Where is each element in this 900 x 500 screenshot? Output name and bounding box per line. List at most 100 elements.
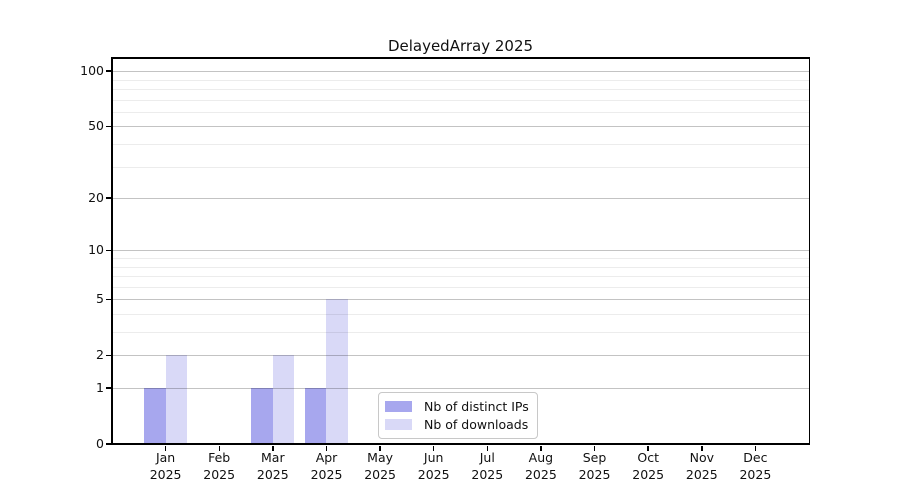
major-gridline xyxy=(112,250,809,252)
year-label: 2025 xyxy=(310,466,343,482)
major-gridline xyxy=(112,198,809,200)
x-tick-mark xyxy=(593,446,596,451)
y-tick-mark xyxy=(106,197,111,199)
y-tick-mark xyxy=(106,298,111,300)
y-axis-line xyxy=(111,57,113,445)
x-tick-mark xyxy=(432,446,435,451)
y-tick-label: 0 xyxy=(96,436,104,451)
month-label: Jul xyxy=(479,450,495,465)
legend-label: Nb of downloads xyxy=(424,417,529,433)
y-tick-mark xyxy=(106,443,111,445)
x-tick-mark xyxy=(272,446,274,451)
minor-gridline xyxy=(112,79,809,81)
month-label: Apr xyxy=(315,450,338,465)
gridlines-layer xyxy=(112,58,809,444)
year-label: 2025 xyxy=(364,466,396,482)
x-tick-label: Feb 2025 xyxy=(191,450,247,483)
x-axis-line xyxy=(111,443,810,445)
year-label: 2025 xyxy=(256,466,289,482)
y-tick-mark xyxy=(106,125,111,128)
x-tick-mark xyxy=(540,446,542,451)
bar-downloads xyxy=(272,355,295,444)
x-tick-label: Aug 2025 xyxy=(513,450,569,483)
y-tick-label: 50 xyxy=(88,118,104,134)
y-tick-mark xyxy=(106,70,111,72)
month-label: Mar xyxy=(261,450,285,465)
month-label: Feb xyxy=(208,450,231,465)
year-label: 2025 xyxy=(417,466,450,482)
x-tick-label: Oct 2025 xyxy=(620,450,676,483)
minor-gridline xyxy=(112,286,809,288)
minor-gridline xyxy=(112,89,809,90)
bars-layer xyxy=(112,58,809,444)
major-gridline xyxy=(112,355,809,357)
x-tick-mark xyxy=(701,446,703,451)
x-tick-mark xyxy=(379,446,381,451)
x-tick-label: Apr 2025 xyxy=(299,450,355,483)
x-tick-mark xyxy=(754,446,757,451)
year-label: 2025 xyxy=(578,466,611,482)
y-tick-label: 5 xyxy=(96,291,104,307)
minor-gridline xyxy=(112,144,809,145)
year-label: 2025 xyxy=(685,466,718,482)
minor-gridline xyxy=(112,276,809,277)
month-label: Jun xyxy=(423,450,444,465)
x-tick-label: Jun 2025 xyxy=(406,450,462,483)
year-label: 2025 xyxy=(203,466,236,482)
right-spine xyxy=(808,57,810,445)
x-tick-label: Sep 2025 xyxy=(567,450,623,483)
chart-title: DelayedArray 2025 xyxy=(387,37,534,55)
y-tick-label: 2 xyxy=(96,347,104,363)
month-label: Sep xyxy=(582,450,607,465)
major-gridline xyxy=(112,71,809,73)
legend-swatch xyxy=(385,419,412,431)
y-tick-label: 100 xyxy=(80,63,104,79)
bar-distinct-ips xyxy=(251,388,273,444)
year-label: 2025 xyxy=(471,466,504,482)
minor-gridline xyxy=(112,258,809,259)
x-tick-mark xyxy=(164,446,167,451)
y-tick-label: 1 xyxy=(96,380,104,395)
x-tick-label: Jul 2025 xyxy=(459,450,515,483)
y-tick-mark xyxy=(106,387,111,389)
x-tick-mark xyxy=(486,446,489,451)
year-label: 2025 xyxy=(632,466,665,482)
legend: Nb of distinct IPs Nb of downloads xyxy=(378,392,538,439)
month-label: Oct xyxy=(637,450,659,465)
minor-gridline xyxy=(112,99,809,101)
legend-label: Nb of distinct IPs xyxy=(424,398,529,414)
x-tick-mark xyxy=(325,446,328,451)
bar-downloads xyxy=(165,355,187,444)
legend-item: Nb of distinct IPs xyxy=(385,397,529,416)
bar-downloads xyxy=(326,299,348,444)
minor-gridline xyxy=(112,314,809,315)
bar-distinct-ips xyxy=(305,388,327,444)
x-tick-label: Jan 2025 xyxy=(138,450,194,483)
month-label: Dec xyxy=(743,450,768,465)
year-label: 2025 xyxy=(524,466,557,482)
plot-area: 0 1 2 5 10 20 50 100 Jan 2025 Feb 2025 Mar 2025 Apr 202… xyxy=(80,57,810,482)
x-tick-mark xyxy=(218,446,220,451)
x-tick-label: May 2025 xyxy=(352,450,408,483)
month-label: Nov xyxy=(689,450,714,465)
major-gridline xyxy=(112,299,809,301)
minor-gridline xyxy=(112,111,809,113)
legend-item: Nb of downloads xyxy=(385,416,529,435)
y-tick-label: 20 xyxy=(88,190,104,206)
major-gridline xyxy=(112,388,809,389)
month-label: Jan xyxy=(155,450,176,465)
minor-gridline xyxy=(112,266,809,268)
y-tick-mark xyxy=(106,354,111,356)
top-spine xyxy=(111,57,810,59)
x-tick-mark xyxy=(647,446,649,451)
major-gridline xyxy=(112,126,809,128)
legend-swatch xyxy=(385,400,412,412)
axis-ticks-layer: 0 1 2 5 10 20 50 100 Jan 2025 Feb 2025 Mar 2025 Apr 202… xyxy=(80,58,809,481)
minor-gridline xyxy=(112,332,809,333)
x-tick-label: Dec 2025 xyxy=(727,450,783,483)
bar-distinct-ips xyxy=(144,388,166,444)
month-label: Aug xyxy=(528,450,554,465)
y-tick-mark xyxy=(106,249,111,252)
x-tick-label: Nov 2025 xyxy=(674,450,730,483)
